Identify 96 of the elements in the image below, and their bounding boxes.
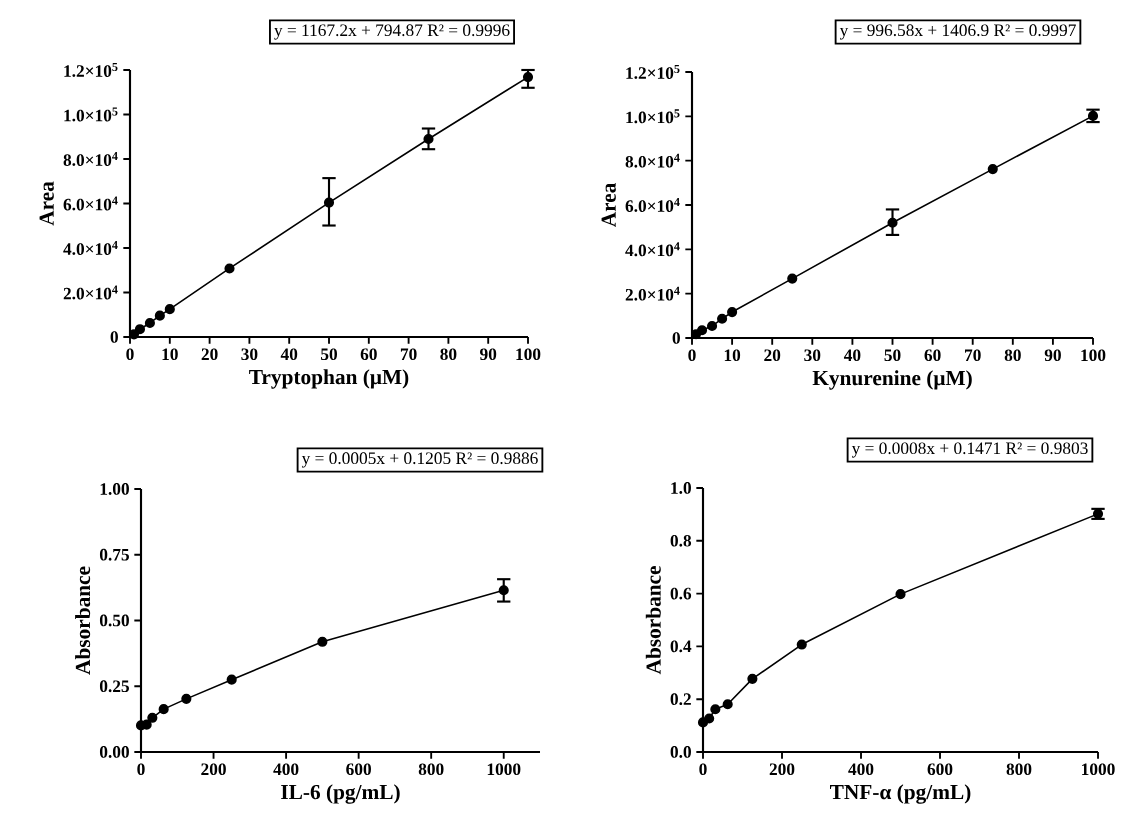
y-tick-label: 0 <box>110 331 118 343</box>
x-tick-label: 1000 <box>1082 763 1115 776</box>
y-tick-label: 6.0×10$^{4}$ <box>625 197 680 213</box>
x-tick-label: 200 <box>201 763 226 776</box>
x-tick-label: 30 <box>241 348 258 361</box>
y-tick-label: 2.0×10$^{4}$ <box>63 285 118 300</box>
point <box>181 693 192 704</box>
x-tick-label: 100 <box>1081 349 1106 362</box>
x-tick-label: 10 <box>724 349 741 362</box>
y-axis-title: Absorbance <box>75 566 91 675</box>
y-tick-label: 0.25 <box>99 680 129 693</box>
x-tick-label: 80 <box>440 348 457 361</box>
x-tick-label: 70 <box>965 349 981 362</box>
point <box>498 585 509 596</box>
point <box>747 673 758 684</box>
point <box>706 320 718 332</box>
point <box>987 164 998 175</box>
y-axis-title: Area <box>39 181 54 226</box>
x-tick-label: 40 <box>843 349 861 362</box>
point <box>317 636 328 647</box>
x-tick-label: 600 <box>346 763 371 776</box>
text: y = 996.58x + 1406.9 R² = 0.9997 <box>839 24 1076 40</box>
y-tick-label: 4.0×10$^{4}$ <box>63 240 118 256</box>
y-tick-label: 0.6 <box>670 587 692 600</box>
x-tick-label: 80 <box>1004 349 1021 362</box>
y-axis-title: Area <box>601 182 616 228</box>
y-tick-label: 0.0 <box>670 746 691 758</box>
x-tick-label: 70 <box>400 348 417 361</box>
x-tick-label: 50 <box>884 349 901 362</box>
point <box>226 674 237 685</box>
point <box>787 273 798 284</box>
x-tick-label: 90 <box>1044 349 1061 362</box>
y-tick-label: 2.0×10$^{4}$ <box>625 286 680 301</box>
x-tick-label: 100 <box>516 348 541 361</box>
x-tick-label: 10 <box>162 348 178 361</box>
point <box>423 133 434 145</box>
y-tick-label: 4.0×10$^{4}$ <box>625 242 680 257</box>
point <box>796 639 807 650</box>
x-tick-label: 1000 <box>487 763 521 776</box>
point <box>887 217 898 228</box>
text: y = 0.0005x + 0.1205 R² = 0.9886 <box>301 452 538 468</box>
y-tick-label: 1.2×10$^{5}$ <box>626 64 680 79</box>
x-tick-label: 20 <box>764 349 781 362</box>
y-tick-label: 0 <box>672 332 680 344</box>
point <box>522 72 534 83</box>
x-tick-label: 60 <box>924 349 941 362</box>
x-tick-label: 50 <box>321 348 338 361</box>
y-tick-label: 1.2×10$^{5}$ <box>64 62 118 77</box>
point <box>147 712 158 723</box>
x-axis-title: IL-6 (pg/mL) <box>281 784 400 804</box>
x-axis-title: Kynurenine (μM) <box>812 370 972 390</box>
y-tick-label: 0.50 <box>99 614 129 627</box>
x-tick-label: 400 <box>848 763 874 776</box>
y-tick-label: 0.2 <box>670 693 691 706</box>
point <box>224 263 235 274</box>
point <box>158 704 169 715</box>
y-tick-label: 0.75 <box>99 548 129 561</box>
y-tick-label: 1.0×10$^{5}$ <box>626 109 680 124</box>
x-tick-label: 0 <box>137 763 145 776</box>
x-tick-label: 800 <box>1006 763 1032 776</box>
text: y = 1167.2x + 794.87 R² = 0.9996 <box>274 24 510 40</box>
y-tick-label: 0.8 <box>670 534 692 547</box>
point <box>722 699 733 710</box>
point <box>144 317 155 329</box>
point <box>323 197 335 208</box>
x-tick-label: 600 <box>927 763 953 776</box>
x-axis-title: TNF-α (pg/mL) <box>830 784 971 804</box>
y-tick-label: 8.0×10$^{4}$ <box>63 151 118 167</box>
x-tick-label: 400 <box>273 763 299 776</box>
y-tick-label: 0.4 <box>670 640 692 653</box>
y-tick-label: 0.00 <box>99 746 129 758</box>
x-axis-title: Tryptophan (μM) <box>249 369 409 389</box>
y-axis-title: Absorbance <box>645 566 661 675</box>
y-tick-label: 1.0×10$^{5}$ <box>64 107 118 122</box>
point <box>704 713 715 724</box>
point <box>710 704 721 715</box>
x-tick-label: 40 <box>280 348 298 361</box>
x-tick-label: 30 <box>804 349 821 362</box>
point <box>717 313 728 324</box>
y-tick-label: 1.00 <box>100 483 129 495</box>
point <box>134 324 146 335</box>
x-tick-label: 20 <box>201 348 218 361</box>
x-tick-label: 60 <box>360 348 377 361</box>
point <box>154 310 165 321</box>
x-tick-label: 90 <box>480 348 497 361</box>
point <box>895 589 906 600</box>
text: y = 0.0008x + 0.1471 R² = 0.9803 <box>851 442 1088 458</box>
y-tick-label: 8.0×10$^{4}$ <box>625 153 680 168</box>
y-tick-label: 6.0×10$^{4}$ <box>63 196 118 211</box>
x-tick-label: 800 <box>418 763 444 776</box>
point <box>727 306 738 318</box>
y-tick-label: 1.0 <box>671 482 691 494</box>
x-tick-label: 200 <box>769 763 795 776</box>
point <box>696 325 708 336</box>
x-tick-label: 0 <box>699 763 707 776</box>
point <box>164 304 175 315</box>
